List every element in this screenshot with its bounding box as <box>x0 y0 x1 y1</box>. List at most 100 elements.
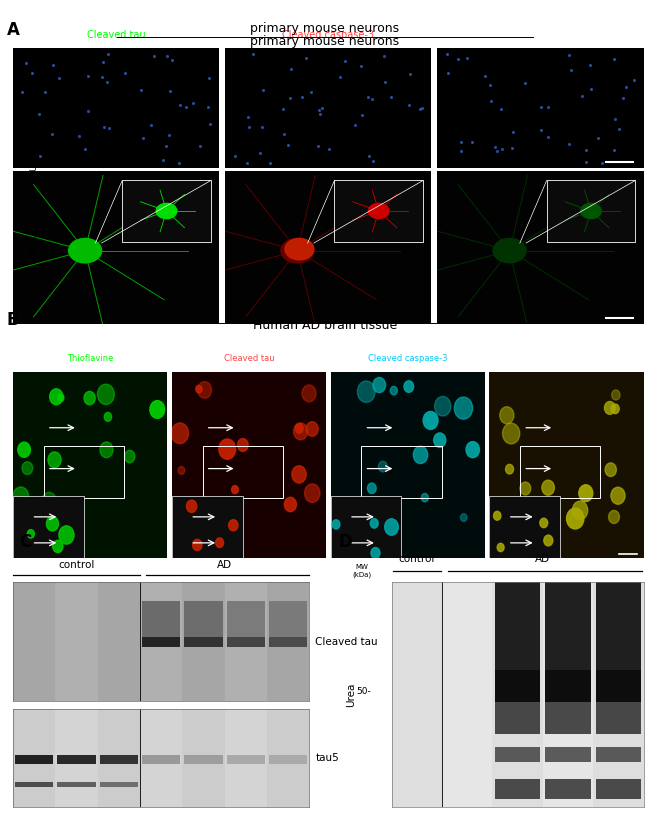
Bar <box>543 582 593 807</box>
Circle shape <box>385 518 398 535</box>
Circle shape <box>178 467 185 474</box>
Point <box>621 81 632 94</box>
Text: Cleaved tau: Cleaved tau <box>86 30 146 40</box>
Circle shape <box>48 452 61 467</box>
Point <box>586 82 596 95</box>
Bar <box>593 582 644 807</box>
Point <box>161 49 172 63</box>
Point <box>363 91 373 104</box>
Point <box>174 156 184 170</box>
Bar <box>142 755 180 764</box>
Circle shape <box>466 442 480 458</box>
Bar <box>595 747 641 761</box>
Bar <box>185 755 222 764</box>
Bar <box>98 709 140 807</box>
Text: +MG132: +MG132 <box>29 223 38 263</box>
Point <box>367 92 377 105</box>
Point <box>21 57 32 70</box>
Circle shape <box>605 463 616 477</box>
Bar <box>361 446 441 498</box>
Point <box>165 84 176 97</box>
Circle shape <box>371 547 380 558</box>
Circle shape <box>573 501 588 519</box>
Circle shape <box>370 518 378 528</box>
Point <box>258 83 268 96</box>
Point <box>317 101 327 114</box>
Circle shape <box>22 462 32 475</box>
Point <box>283 138 293 151</box>
Circle shape <box>231 486 239 494</box>
Point <box>205 117 215 130</box>
Point <box>363 149 374 162</box>
Circle shape <box>567 508 584 529</box>
Circle shape <box>58 394 64 402</box>
Point <box>242 156 253 170</box>
Point <box>585 58 595 72</box>
Bar <box>267 709 309 807</box>
Point <box>98 56 108 69</box>
Circle shape <box>302 385 316 402</box>
Point <box>47 58 58 72</box>
Circle shape <box>493 239 526 263</box>
Circle shape <box>423 412 438 430</box>
Point <box>279 128 289 141</box>
Point <box>581 144 592 157</box>
Bar <box>183 582 225 701</box>
Circle shape <box>306 421 318 436</box>
Circle shape <box>292 466 306 483</box>
Bar <box>267 582 309 701</box>
Point <box>161 139 171 152</box>
Point <box>146 118 156 131</box>
Text: Merge: Merge <box>553 354 580 363</box>
Circle shape <box>413 446 428 463</box>
Circle shape <box>196 385 202 393</box>
Point <box>315 108 326 121</box>
Point <box>564 137 574 151</box>
Circle shape <box>304 484 320 503</box>
Circle shape <box>358 381 375 402</box>
Bar <box>98 582 140 701</box>
Bar <box>545 779 591 798</box>
Point <box>496 102 506 115</box>
Text: control: control <box>398 554 435 565</box>
Bar <box>227 637 265 647</box>
Bar <box>495 582 540 670</box>
Point <box>181 101 191 114</box>
Point <box>248 47 259 60</box>
Point <box>120 66 130 79</box>
Bar <box>442 582 492 807</box>
Point <box>306 86 316 99</box>
Circle shape <box>150 401 164 418</box>
Bar <box>545 670 591 702</box>
Point <box>97 71 107 84</box>
Point <box>467 135 477 148</box>
Circle shape <box>104 412 112 421</box>
Point <box>614 123 625 136</box>
Point <box>629 73 640 86</box>
Point <box>158 153 168 166</box>
Point <box>194 139 205 152</box>
Circle shape <box>187 500 197 513</box>
Bar <box>172 496 242 558</box>
Point <box>417 101 427 114</box>
Bar <box>142 637 180 647</box>
Bar <box>227 755 265 764</box>
Circle shape <box>285 497 296 512</box>
Circle shape <box>460 514 467 522</box>
Point <box>339 54 350 67</box>
Point <box>46 127 57 140</box>
Circle shape <box>62 513 79 534</box>
Point <box>610 113 620 126</box>
Bar <box>100 755 138 764</box>
Point <box>40 85 50 98</box>
Point <box>27 67 38 80</box>
Point <box>285 91 295 105</box>
Point <box>104 121 114 134</box>
Circle shape <box>237 439 248 451</box>
Point <box>74 129 85 142</box>
Bar <box>140 582 183 701</box>
Point <box>242 110 253 123</box>
Bar <box>140 709 183 807</box>
Circle shape <box>493 511 501 520</box>
Point <box>536 100 546 114</box>
